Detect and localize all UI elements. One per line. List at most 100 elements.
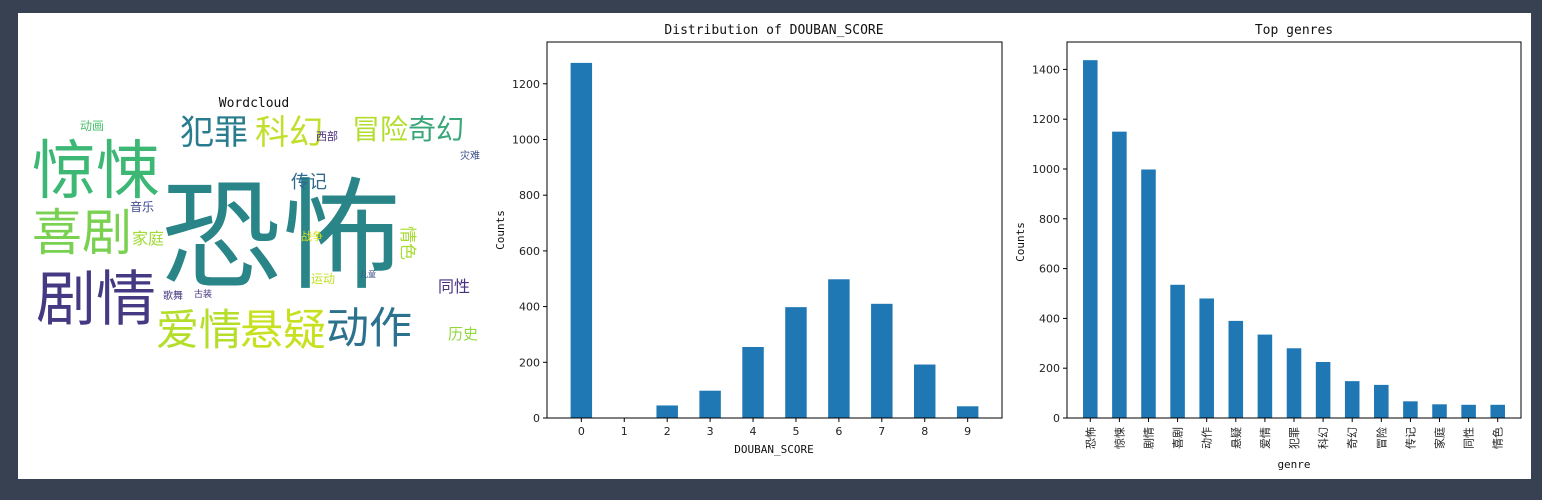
score-chart-frame	[546, 41, 1003, 419]
score-chart-x-tick-label: 2	[664, 425, 671, 438]
score-chart-y-tick-label: 800	[519, 189, 540, 202]
wordcloud-title: Wordcloud	[219, 96, 289, 111]
score-chart-x-tick-label: 6	[835, 425, 842, 438]
score-chart-plot: 0 1 2 3 4 5 6 7 8 9 0 200 400 600 800 1000 1200	[512, 41, 1003, 438]
genres-chart-x-tick-label: 情色	[1491, 427, 1505, 449]
genres-chart-bar	[1228, 320, 1244, 418]
wordcloud-word: 音乐	[130, 199, 154, 214]
genres-chart-x-tick-label: 喜剧	[1172, 427, 1185, 449]
genres-chart-x-tick-label: 犯罪	[1288, 427, 1301, 449]
genres-chart-x-tick-label: 动作	[1201, 427, 1214, 449]
wordcloud-word: 犯罪	[180, 113, 248, 153]
genres-chart-x-tick-label: 悬疑	[1230, 427, 1243, 449]
genres-chart-bar	[1374, 384, 1389, 418]
score-chart-y-tick-label: 0	[533, 412, 540, 425]
score-chart-y-tick-label: 600	[519, 245, 540, 258]
genres-chart-y-tick-label: 400	[1039, 312, 1060, 325]
score-chart-ylabel: Counts	[494, 210, 507, 250]
score-chart-bar	[956, 406, 979, 418]
wordcloud-word: 喜剧	[32, 204, 132, 262]
score-chart-bar	[742, 346, 764, 418]
score-chart-y-tick-label: 1000	[512, 133, 540, 146]
genres-chart-frame	[1066, 41, 1522, 419]
genres-chart-y-tick-label: 200	[1039, 362, 1060, 375]
wordcloud-word: 动作	[326, 304, 412, 354]
score-chart-x-tick-label: 5	[792, 425, 799, 438]
wordcloud-word: 剧情	[36, 265, 156, 335]
score-chart-x-tick-label: 9	[964, 425, 971, 438]
figure: Wordcloud 恐怖 惊悚 剧情 喜剧 爱情 悬疑 动作 犯罪 科幻 冒险 奇幻 传记 家庭 同性 情色…	[18, 13, 1531, 479]
genres-chart-x-tick-label: 同性	[1462, 427, 1476, 449]
score-distribution-chart: Distribution of DOUBAN_SCORE 0 1 2 3 4 5 6 7 8 90…	[494, 23, 1003, 456]
wordcloud-word: 情色	[397, 226, 417, 260]
score-chart-bar	[656, 405, 678, 418]
score-chart-x-tick-label: 8	[921, 425, 928, 438]
genres-chart-bar	[1315, 361, 1331, 418]
genres-chart-ylabel: Counts	[1014, 222, 1027, 262]
genres-chart-bar	[1112, 131, 1127, 418]
genres-chart-x-tick-label: 剧情	[1142, 427, 1155, 449]
wordcloud-word: 历史	[448, 325, 478, 343]
wordcloud-word: 歌舞	[163, 289, 183, 302]
genres-chart-bar	[1257, 334, 1273, 418]
score-chart-y-tick-label: 200	[519, 356, 540, 369]
wordcloud-word: 同性	[438, 277, 470, 296]
genres-chart-x-tick-label: 惊悚	[1112, 427, 1126, 449]
genres-chart-bar	[1490, 404, 1505, 418]
wordcloud-word: 儿童	[360, 269, 376, 279]
genres-chart-bar	[1170, 284, 1185, 418]
wordcloud-word: 爱情	[156, 306, 242, 356]
genres-chart-x-tick-label: 冒险	[1374, 427, 1388, 449]
score-chart-title: Distribution of DOUBAN_SCORE	[664, 23, 883, 38]
wordcloud-word: 古装	[194, 288, 212, 300]
score-chart-bar	[914, 364, 936, 418]
wordcloud-word: 悬疑	[240, 306, 326, 356]
score-chart-x-tick-label: 4	[750, 425, 757, 438]
score-chart-bar	[828, 279, 850, 418]
genres-chart-bar	[1286, 348, 1302, 418]
genres-chart-x-tick-label: 科幻	[1316, 427, 1330, 449]
genres-chart-plot: 恐怖 惊悚 剧情 喜剧 动作 悬疑 爱情 犯罪 科幻 奇幻 冒险 传记 家庭 同性 情色 0 200 400 600…	[1032, 41, 1522, 449]
genres-chart-bar	[1461, 404, 1476, 418]
score-chart-x-tick-label: 7	[878, 425, 885, 438]
genres-chart-y-tick-label: 600	[1039, 263, 1060, 276]
genres-chart-x-tick-label: 传记	[1404, 427, 1417, 449]
wordcloud-word: 动画	[80, 119, 104, 133]
score-chart-bar	[699, 390, 721, 418]
genres-chart-xlabel: genre	[1277, 458, 1310, 471]
wordcloud-word: 战争	[301, 229, 323, 243]
genres-chart-y-tick-label: 1200	[1032, 113, 1060, 126]
score-chart-x-tick-label: 0	[578, 425, 585, 438]
wordcloud-word: 恐怖	[161, 168, 401, 307]
score-chart-x-tick-label: 3	[707, 425, 714, 438]
genres-chart-bar	[1403, 401, 1418, 418]
score-chart-xlabel: DOUBAN_SCORE	[734, 443, 813, 456]
score-chart-bar	[785, 307, 807, 418]
wordcloud-word: 家庭	[132, 229, 164, 248]
genres-chart-y-tick-label: 0	[1053, 412, 1060, 425]
genres-chart-x-tick-label: 家庭	[1433, 427, 1447, 449]
wordcloud-word: 科幻	[255, 113, 323, 153]
wordcloud-word: 冒险	[352, 113, 408, 146]
genres-chart-y-tick-label: 1000	[1032, 163, 1060, 176]
score-chart-x-tick-label: 1	[621, 425, 628, 438]
genres-chart-bar	[1141, 169, 1156, 418]
wordcloud-word: 运动	[311, 272, 335, 286]
score-chart-y-tick-label: 1200	[512, 78, 540, 91]
genres-chart-bar	[1344, 381, 1360, 418]
wordcloud-word: 惊悚	[32, 135, 160, 209]
wordcloud-word: 西部	[316, 129, 338, 143]
score-chart-y-tick-label: 400	[519, 301, 540, 314]
wordcloud-word: 传记	[291, 172, 327, 193]
genres-chart-bar	[1083, 60, 1098, 418]
genres-chart-y-tick-label: 800	[1039, 213, 1060, 226]
genres-chart-x-tick-label: 恐怖	[1083, 427, 1097, 449]
wordcloud-word: 灾难	[460, 149, 480, 162]
score-chart-bar	[871, 303, 893, 418]
genres-chart-x-tick-label: 爱情	[1259, 427, 1272, 449]
genres-chart-title: Top genres	[1255, 23, 1333, 38]
wordcloud-word: 奇幻	[408, 113, 464, 146]
